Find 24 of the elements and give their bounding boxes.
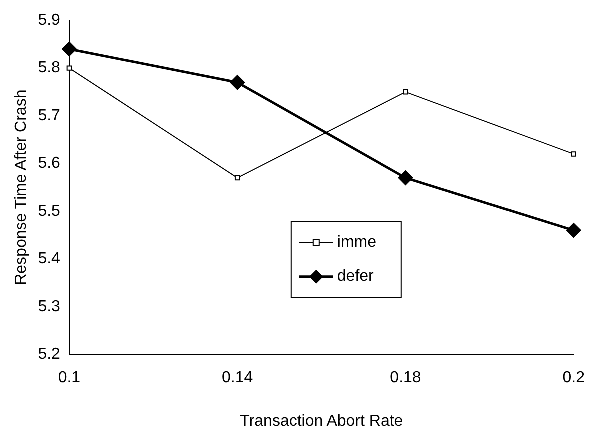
y-tick-label: 5.9: [38, 12, 61, 30]
x-tick-label: 0.18: [390, 370, 422, 387]
point: [566, 223, 582, 238]
point: [62, 42, 77, 57]
x-tick-label: 0.2: [562, 370, 586, 387]
point: [403, 90, 408, 95]
y-tick-label: 5.3: [38, 298, 61, 316]
x-tick-label: 0.1: [58, 370, 81, 387]
y-tick-label: 5.7: [38, 107, 61, 124]
point: [398, 170, 414, 186]
y-axis-title: Response Time After Crash: [13, 90, 30, 286]
legend-label: imme: [337, 234, 377, 252]
point: [230, 75, 246, 90]
y-tick-label: 5.2: [38, 346, 61, 364]
legend-label: defer: [337, 268, 375, 286]
y-tick-label: 5.4: [38, 250, 61, 268]
point: [571, 152, 576, 157]
y-tick-label: 5.5: [38, 202, 61, 220]
x-tick-label: 0.14: [222, 370, 254, 387]
x-axis-title: Transaction Abort Rate: [240, 412, 404, 430]
y-tick-label: 5.6: [38, 155, 61, 172]
point: [234, 175, 240, 181]
point: [66, 66, 72, 71]
y-tick-label: 5.8: [38, 60, 61, 77]
